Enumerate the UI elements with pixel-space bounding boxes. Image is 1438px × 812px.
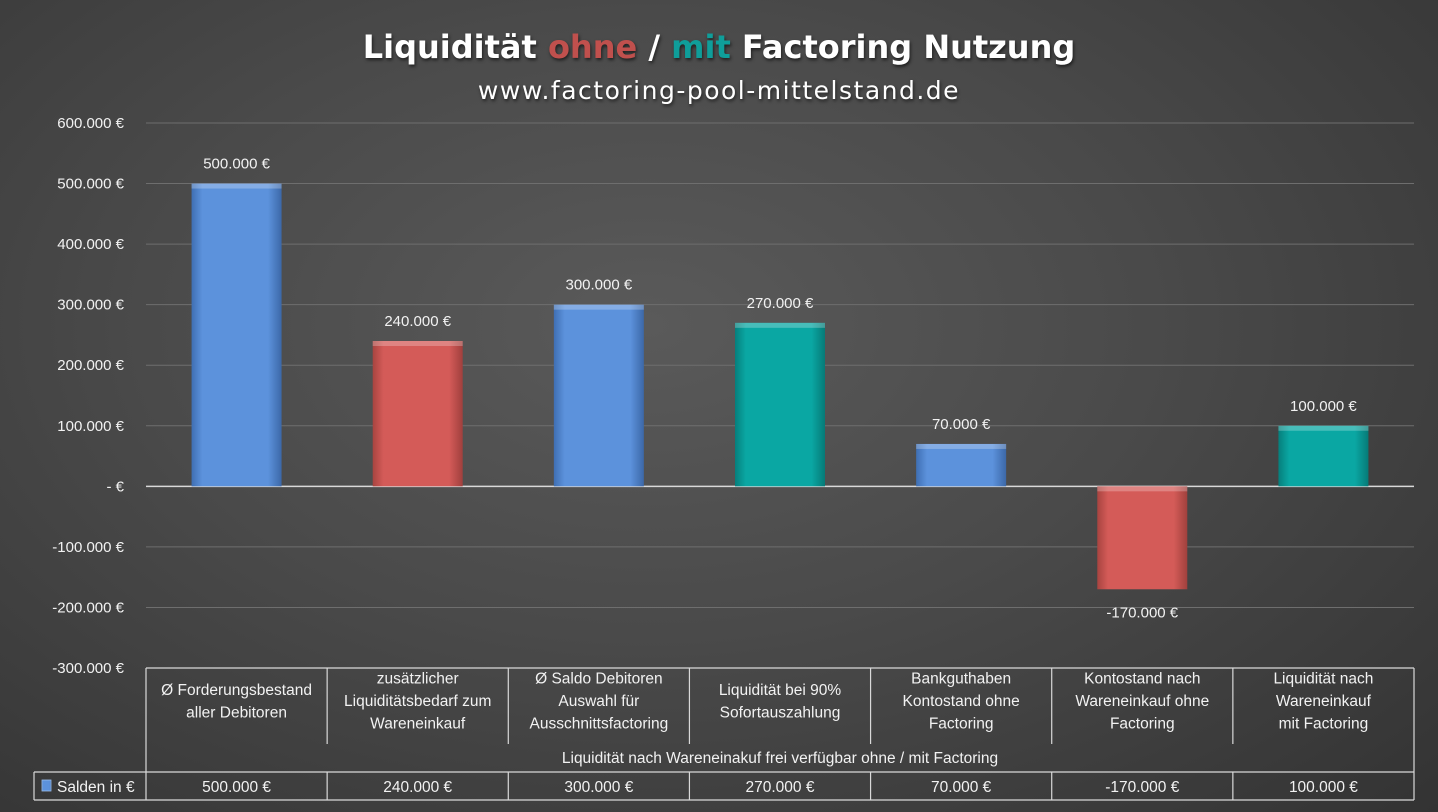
table-value: 100.000 € <box>1289 779 1358 796</box>
data-label: 240.000 € <box>384 313 451 330</box>
bar-highlight <box>372 341 463 346</box>
y-tick-label: -200.000 € <box>52 599 124 616</box>
y-tick-label: -100.000 € <box>52 539 124 556</box>
bar <box>1278 425 1369 487</box>
title-word-mit: mit <box>671 28 731 66</box>
category-label: Factoring <box>929 716 994 733</box>
category-label: Factoring <box>1110 716 1175 733</box>
data-label: 70.000 € <box>932 416 991 433</box>
category-label: Wareneinkauf <box>370 716 466 733</box>
title-part-liquiditaet: Liquidität <box>362 28 548 66</box>
table-value: 500.000 € <box>202 779 271 796</box>
data-labels: 500.000 € 240.000 € 300.000 € 270.000 € 70.0… <box>203 156 1357 622</box>
chart-subtitle: www.factoring-pool-mittelstand.de <box>477 76 961 105</box>
y-tick-label: 400.000 € <box>57 236 124 253</box>
category-label: Bankguthaben <box>911 671 1011 688</box>
category-label: Kontostand nach <box>1084 671 1200 688</box>
data-label: 300.000 € <box>565 277 632 294</box>
table-value: 70.000 € <box>931 779 992 796</box>
category-label: mit Factoring <box>1279 716 1369 733</box>
category-label: Wareneinkauf <box>1276 693 1372 710</box>
bar-highlight <box>1097 486 1188 492</box>
category-label: zusätzlicher <box>377 671 459 688</box>
y-tick-label: 300.000 € <box>57 297 124 314</box>
category-label: Ausschnittsfactoring <box>529 716 668 733</box>
bar-highlight <box>735 322 825 328</box>
category-label: Wareneinkauf ohne <box>1075 693 1209 710</box>
title-part-factoring: Factoring Nutzung <box>730 28 1076 66</box>
category-label: Ø Forderungsbestand <box>161 682 312 699</box>
data-label: -170.000 € <box>1106 604 1178 621</box>
category-label: Liquidität bei 90% <box>719 682 842 699</box>
bar <box>191 183 282 487</box>
data-table: Ø Forderungsbestand aller Debitoren 500.00… <box>33 667 1415 801</box>
legend-series-name: Salden in € <box>57 779 135 796</box>
table-value: -170.000 € <box>1105 779 1179 796</box>
y-tick-label: 500.000 € <box>57 176 124 193</box>
y-tick-label: -300.000 € <box>52 660 124 677</box>
data-label: 100.000 € <box>1290 398 1357 415</box>
category-label: Liquiditätsbedarf zum <box>344 693 491 710</box>
legend-key <box>41 779 52 792</box>
y-axis: 600.000 € 500.000 € 400.000 € 300.000 € 200.… <box>52 115 124 677</box>
category-label: aller Debitoren <box>186 704 287 721</box>
category-label: Auswahl für <box>558 693 639 710</box>
y-tick-label: 100.000 € <box>57 418 124 435</box>
bar-highlight <box>1278 425 1369 431</box>
table-value: 300.000 € <box>564 779 633 796</box>
group-label: Liquidität nach Wareneinakuf frei verfüg… <box>562 750 998 767</box>
y-tick-label: - € <box>106 478 124 495</box>
bar <box>916 443 1007 487</box>
category-label: Sofortauszahlung <box>720 704 841 721</box>
table-value: 240.000 € <box>383 779 452 796</box>
bar <box>372 341 463 487</box>
bar-highlight <box>553 304 644 310</box>
data-label: 270.000 € <box>747 295 814 312</box>
bar <box>1097 486 1188 590</box>
bar <box>735 322 825 487</box>
bar <box>553 304 644 487</box>
title-slash: / <box>637 28 672 66</box>
data-label: 500.000 € <box>203 156 270 173</box>
bar-highlight <box>916 443 1007 449</box>
category-label: Liquidität nach <box>1273 671 1373 688</box>
y-tick-label: 200.000 € <box>57 357 124 374</box>
y-tick-label: 600.000 € <box>57 115 124 132</box>
chart-title: Liquidität ohne / mit Factoring Nutzung <box>0 28 1438 66</box>
title-word-ohne: ohne <box>547 28 638 66</box>
bar-highlight <box>191 183 282 189</box>
category-label: Kontostand ohne <box>903 693 1020 710</box>
category-label: Ø Saldo Debitoren <box>535 671 663 688</box>
bars <box>191 183 1369 590</box>
table-value: 270.000 € <box>746 779 815 796</box>
